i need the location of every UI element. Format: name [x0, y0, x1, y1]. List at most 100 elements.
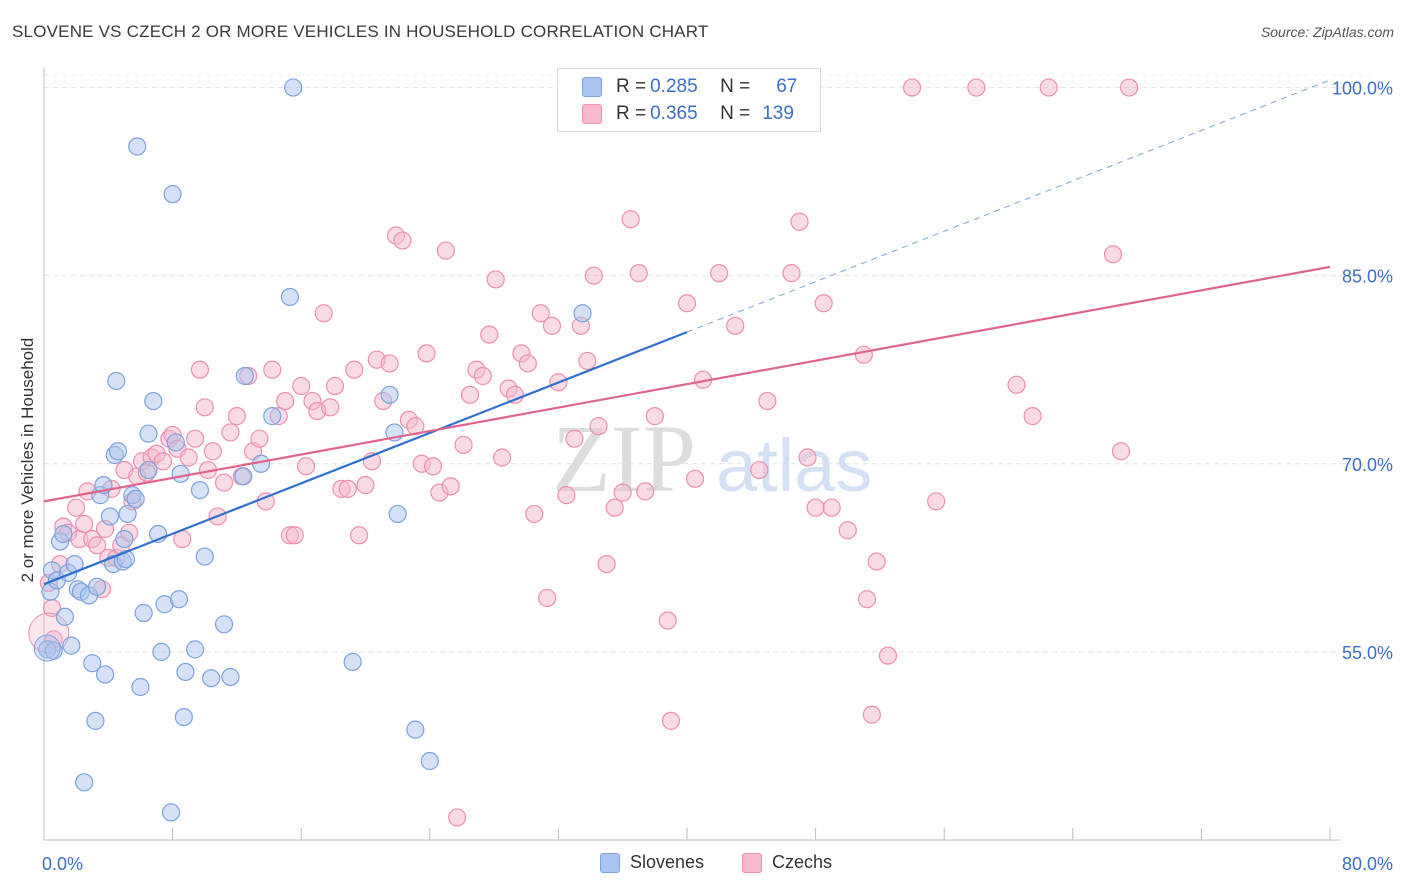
- legend-label-czechs: Czechs: [772, 852, 833, 872]
- data-point-slovenes: [54, 524, 73, 544]
- data-point-czechs: [867, 552, 886, 571]
- data-point-czechs: [629, 264, 648, 283]
- data-point-czechs: [782, 264, 801, 283]
- y-tick-label: 70.0%: [1342, 455, 1393, 475]
- data-point-czechs: [486, 270, 505, 289]
- legend-label-slovenes: Slovenes: [630, 852, 705, 872]
- data-point-czechs: [838, 521, 857, 540]
- data-point-slovenes: [195, 547, 214, 566]
- data-point-slovenes: [152, 642, 171, 661]
- series-slovenes: [33, 78, 592, 822]
- data-point-slovenes: [134, 603, 153, 623]
- data-point-czechs: [75, 514, 94, 534]
- data-point-slovenes: [343, 652, 362, 672]
- data-point-slovenes: [176, 662, 195, 682]
- data-point-czechs: [454, 435, 473, 455]
- data-point-slovenes: [214, 615, 234, 634]
- legend-item-slovenes: Slovenes: [600, 852, 704, 873]
- data-point-czechs: [186, 429, 205, 448]
- data-point-czechs: [190, 360, 210, 379]
- data-point-czechs: [441, 477, 460, 496]
- data-point-czechs: [878, 646, 898, 665]
- data-point-czechs: [798, 448, 817, 467]
- data-point-slovenes: [131, 677, 150, 697]
- data-point-czechs: [1111, 442, 1131, 461]
- data-point-czechs: [538, 588, 557, 608]
- data-point-slovenes: [87, 577, 107, 596]
- data-point-czechs: [542, 316, 562, 335]
- data-point-slovenes: [115, 529, 134, 549]
- tick-labels: 55.0% 70.0% 85.0% 100.0% 0.0% 80.0%: [42, 79, 1393, 874]
- data-point-slovenes: [139, 424, 158, 443]
- gridlines: [44, 74, 1370, 653]
- legend-r-value: 0.285: [650, 76, 698, 97]
- data-point-slovenes: [62, 636, 81, 655]
- data-point-czechs: [605, 498, 624, 517]
- data-point-slovenes: [55, 607, 74, 626]
- source-label: Source: ZipAtlas.com: [1260, 24, 1394, 40]
- y-axis-label-box: 2 or more Vehicles in Household: [8, 290, 48, 630]
- legend-swatch-slovenes: [600, 852, 620, 873]
- data-point-czechs: [710, 264, 729, 283]
- data-point-czechs: [473, 366, 492, 386]
- data-point-slovenes: [108, 442, 128, 461]
- data-point-czechs: [927, 492, 946, 511]
- trendline-czechs: [43, 265, 1331, 503]
- x-tick-label: 0.0%: [42, 854, 83, 874]
- legend-swatch-czechs: [742, 852, 762, 873]
- data-point-czechs: [589, 417, 608, 436]
- data-point-slovenes: [380, 385, 399, 404]
- y-tick-label: 55.0%: [1342, 643, 1393, 663]
- data-point-czechs: [67, 498, 86, 517]
- data-point-czechs: [505, 385, 525, 404]
- data-point-czechs: [292, 376, 311, 396]
- legend-n-label: N =: [720, 76, 751, 97]
- data-point-czechs: [1103, 245, 1123, 264]
- data-point-czechs: [285, 526, 304, 545]
- data-point-czechs: [1119, 78, 1139, 97]
- data-point-slovenes: [126, 489, 145, 508]
- data-point-slovenes: [166, 433, 185, 452]
- data-point-czechs: [221, 423, 240, 442]
- data-point-czechs: [1039, 78, 1058, 97]
- data-point-czechs: [584, 266, 603, 285]
- data-point-slovenes: [280, 287, 300, 307]
- data-point-czechs: [557, 486, 576, 505]
- data-point-slovenes: [171, 464, 190, 483]
- data-point-czechs: [685, 469, 705, 488]
- data-point-czechs: [578, 351, 597, 371]
- x-tick-label: 80.0%: [1342, 854, 1393, 874]
- data-point-czechs: [203, 442, 222, 461]
- data-point-slovenes: [83, 654, 102, 673]
- legend-n-label: N =: [720, 103, 751, 124]
- data-point-czechs: [726, 316, 745, 335]
- legend-n-value: 139: [762, 103, 794, 124]
- data-point-czechs: [902, 78, 922, 97]
- data-point-slovenes: [33, 634, 61, 662]
- legend-n-value: 67: [776, 76, 798, 97]
- data-point-czechs: [227, 407, 246, 426]
- data-point-czechs: [460, 385, 480, 404]
- data-point-czechs: [862, 705, 881, 724]
- trendline-slovenes-extension: [686, 79, 1331, 333]
- data-point-slovenes: [144, 391, 163, 411]
- data-point-slovenes: [86, 711, 105, 730]
- data-point-czechs: [565, 429, 584, 448]
- data-point-czechs: [822, 498, 841, 517]
- data-point-czechs: [153, 452, 173, 471]
- data-point-czechs: [263, 360, 282, 379]
- data-point-czechs: [436, 241, 455, 260]
- data-point-czechs: [276, 391, 295, 411]
- data-point-slovenes: [118, 504, 137, 524]
- data-point-slovenes: [161, 803, 181, 822]
- data-point-slovenes: [186, 640, 205, 659]
- data-point-czechs: [750, 460, 769, 480]
- data-point-czechs: [393, 231, 412, 250]
- data-point-slovenes: [100, 507, 120, 526]
- data-point-czechs: [1023, 407, 1042, 426]
- data-point-czechs: [380, 354, 399, 373]
- data-point-slovenes: [420, 751, 439, 771]
- data-point-slovenes: [388, 504, 407, 524]
- data-point-czechs: [349, 526, 369, 545]
- data-point-czechs: [661, 711, 681, 730]
